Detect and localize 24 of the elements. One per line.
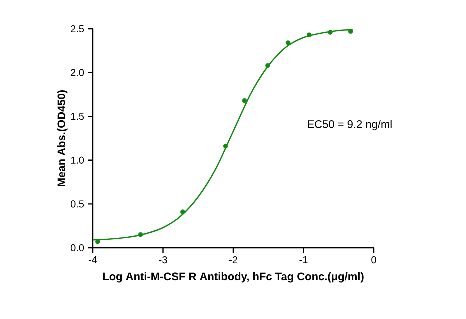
x-tick-label: -3 — [159, 256, 168, 264]
point — [286, 40, 291, 46]
x-axis-title: Log Anti-M-CSF R Antibody, hFc Tag Conc.(μg/ml) — [103, 272, 364, 283]
x-tick-label: 0 — [372, 256, 376, 264]
y-tick-label: 2.0 — [71, 69, 84, 76]
point — [266, 63, 270, 68]
y-tick-label: 0.5 — [70, 200, 84, 208]
point — [306, 32, 312, 38]
y-axis-title: Mean Abs.(OD450) — [57, 90, 68, 186]
x-tick-label: -4 — [88, 256, 98, 264]
y-tick-label: 1.0 — [71, 156, 84, 164]
y-tick-label: 2.5 — [71, 25, 84, 33]
point — [242, 98, 248, 104]
point — [138, 232, 144, 238]
point — [348, 29, 354, 34]
annotation: EC50 = 9.2 ng/ml — [308, 120, 392, 130]
x-tick-label: -1 — [300, 256, 308, 264]
point — [96, 239, 100, 244]
point — [223, 144, 228, 149]
y-tick-label: 1.5 — [71, 113, 84, 120]
point — [328, 30, 333, 35]
y-tick-label: 0.0 — [70, 244, 84, 252]
x-tick-label: -2 — [229, 256, 238, 264]
point — [180, 210, 186, 214]
